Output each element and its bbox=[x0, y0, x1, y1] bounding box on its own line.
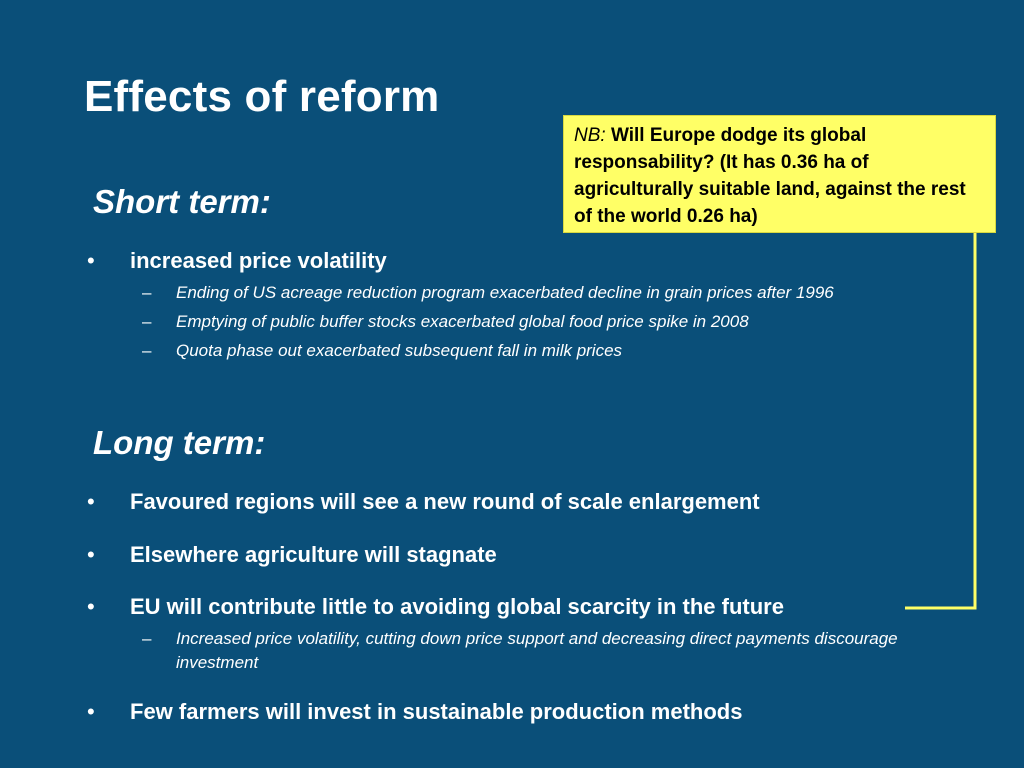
long-term-bullet: • Elsewhere agriculture will stagnate bbox=[87, 542, 497, 568]
sub-item-text: Emptying of public buffer stocks exacerb… bbox=[176, 312, 749, 331]
slide-title: Effects of reform bbox=[84, 72, 440, 121]
dash-glyph: – bbox=[142, 312, 152, 331]
bullet-text: Favoured regions will see a new round of… bbox=[130, 489, 760, 514]
bullet-glyph: • bbox=[87, 542, 95, 567]
dash-glyph: – bbox=[142, 283, 152, 302]
short-term-sub-item: – Quota phase out exacerbated subsequent … bbox=[142, 339, 942, 363]
sub-item-text: Increased price volatility, cutting down… bbox=[176, 629, 898, 672]
sub-item-text: Ending of US acreage reduction program e… bbox=[176, 283, 834, 302]
short-term-sub-item: – Ending of US acreage reduction program … bbox=[142, 281, 942, 305]
short-term-bullet: • increased price volatility bbox=[87, 248, 387, 274]
long-term-bullet: • EU will contribute little to avoiding g… bbox=[87, 594, 784, 620]
nb-note-box: NB: Will Europe dodge its global respons… bbox=[563, 115, 996, 233]
dash-glyph: – bbox=[142, 629, 152, 648]
nb-label: NB: bbox=[574, 125, 606, 146]
dash-glyph: – bbox=[142, 341, 152, 360]
sub-item-text: Quota phase out exacerbated subsequent f… bbox=[176, 341, 623, 360]
bullet-glyph: • bbox=[87, 248, 95, 273]
short-term-sub-item: – Emptying of public buffer stocks exacer… bbox=[142, 310, 942, 334]
long-term-bullet: • Few farmers will invest in sustainable … bbox=[87, 699, 742, 725]
bullet-glyph: • bbox=[87, 699, 95, 724]
long-term-heading: Long term: bbox=[93, 424, 266, 461]
bullet-text: increased price volatility bbox=[130, 248, 387, 273]
nb-text: Will Europe dodge its global responsabil… bbox=[574, 125, 966, 227]
long-term-sub-item: – Increased price volatility, cutting dow… bbox=[142, 627, 942, 675]
long-term-bullet: • Favoured regions will see a new round o… bbox=[87, 489, 760, 515]
bullet-glyph: • bbox=[87, 594, 95, 619]
short-term-heading: Short term: bbox=[93, 183, 271, 220]
bullet-glyph: • bbox=[87, 489, 95, 514]
bullet-text: Elsewhere agriculture will stagnate bbox=[130, 542, 497, 567]
bullet-text: EU will contribute little to avoiding gl… bbox=[130, 594, 784, 619]
bullet-text: Few farmers will invest in sustainable p… bbox=[130, 699, 743, 724]
